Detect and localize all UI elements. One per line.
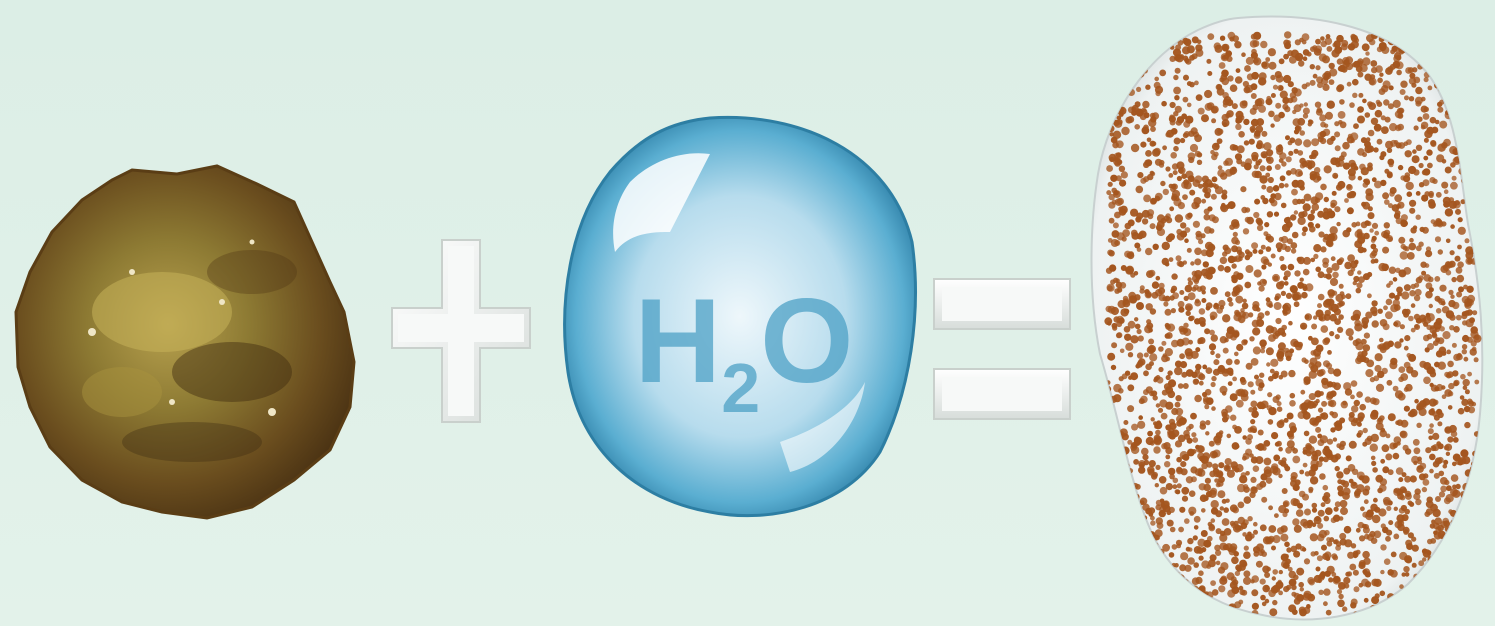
plus-icon [388,236,534,426]
h2o-label: H2O [635,274,854,427]
dry-lump-icon [12,162,364,522]
equals-icon [930,275,1075,425]
water-drop-icon: H2O [560,112,922,524]
granule-puddle-icon [1088,14,1488,626]
